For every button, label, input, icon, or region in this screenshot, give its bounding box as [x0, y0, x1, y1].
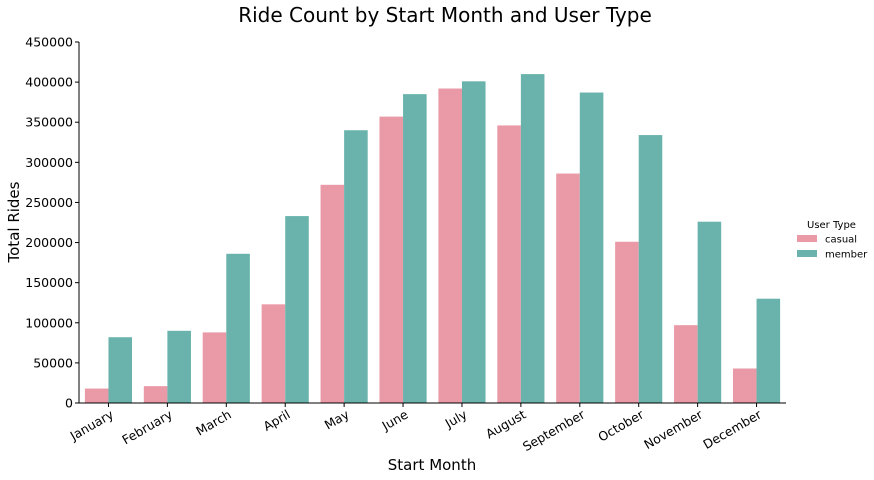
legend-label-member: member — [825, 250, 868, 261]
bar-casual-october — [615, 241, 639, 403]
bar-casual-november — [674, 325, 698, 403]
bar-casual-february — [143, 386, 168, 403]
x-tick-label: November — [641, 406, 706, 452]
y-tick-label: 50000 — [33, 355, 73, 370]
bar-casual-july — [438, 88, 462, 403]
bar-casual-june — [379, 116, 404, 404]
y-axis-title: Total Rides — [5, 181, 23, 263]
chart-title: Ride Count by Start Month and User Type — [238, 3, 652, 27]
legend-label-casual: casual — [825, 235, 857, 246]
x-axis: January February March April May June July Augu… — [67, 402, 786, 454]
y-tick-label: 100000 — [25, 315, 73, 330]
x-tick-label: September — [520, 406, 588, 454]
bar-member-july — [461, 81, 486, 403]
bar-member-may — [344, 130, 368, 404]
bar-member-december — [756, 298, 781, 403]
y-axis: 0 50000 100000 150000 200000 250000 300000 3500… — [25, 35, 80, 411]
bar-casual-may — [320, 184, 345, 403]
x-tick-label: February — [119, 406, 175, 447]
y-tick-label: 250000 — [25, 195, 73, 210]
x-tick-label: June — [379, 406, 411, 433]
y-tick-label: 400000 — [25, 75, 73, 90]
legend-swatch-casual — [797, 235, 817, 242]
x-tick-label: April — [260, 407, 292, 434]
x-tick-label: August — [483, 407, 528, 442]
legend-title: User Type — [807, 220, 856, 231]
bar-member-april — [285, 216, 309, 403]
x-tick-label: December — [700, 406, 764, 452]
bar-member-august — [520, 74, 545, 403]
bar-casual-december — [732, 368, 757, 403]
bars-group — [84, 74, 781, 404]
y-tick-label: 150000 — [25, 275, 73, 290]
y-tick-label: 350000 — [25, 115, 73, 130]
legend-swatch-member — [797, 250, 817, 257]
y-tick-label: 0 — [65, 396, 73, 411]
bar-member-october — [638, 135, 663, 403]
x-tick-label: May — [322, 406, 352, 432]
bar-casual-september — [556, 173, 580, 403]
legend: User Type casual member — [797, 220, 868, 261]
x-tick-label: July — [442, 406, 470, 431]
y-tick-label: 450000 — [25, 35, 73, 50]
bar-member-november — [697, 221, 722, 403]
bar-casual-march — [202, 332, 227, 403]
bar-member-january — [108, 337, 133, 403]
bar-casual-august — [497, 125, 521, 404]
y-tick-label: 200000 — [25, 235, 73, 250]
bar-casual-january — [84, 388, 109, 403]
x-tick-label: March — [193, 407, 234, 439]
bar-member-march — [226, 253, 250, 403]
x-tick-label: October — [595, 406, 647, 444]
bar-casual-april — [261, 304, 286, 403]
x-tick-label: January — [67, 406, 117, 443]
bar-member-september — [579, 92, 604, 403]
x-axis-title: Start Month — [388, 456, 476, 474]
bar-member-february — [167, 330, 191, 403]
bar-member-june — [403, 94, 427, 403]
y-tick-label: 300000 — [25, 155, 73, 170]
